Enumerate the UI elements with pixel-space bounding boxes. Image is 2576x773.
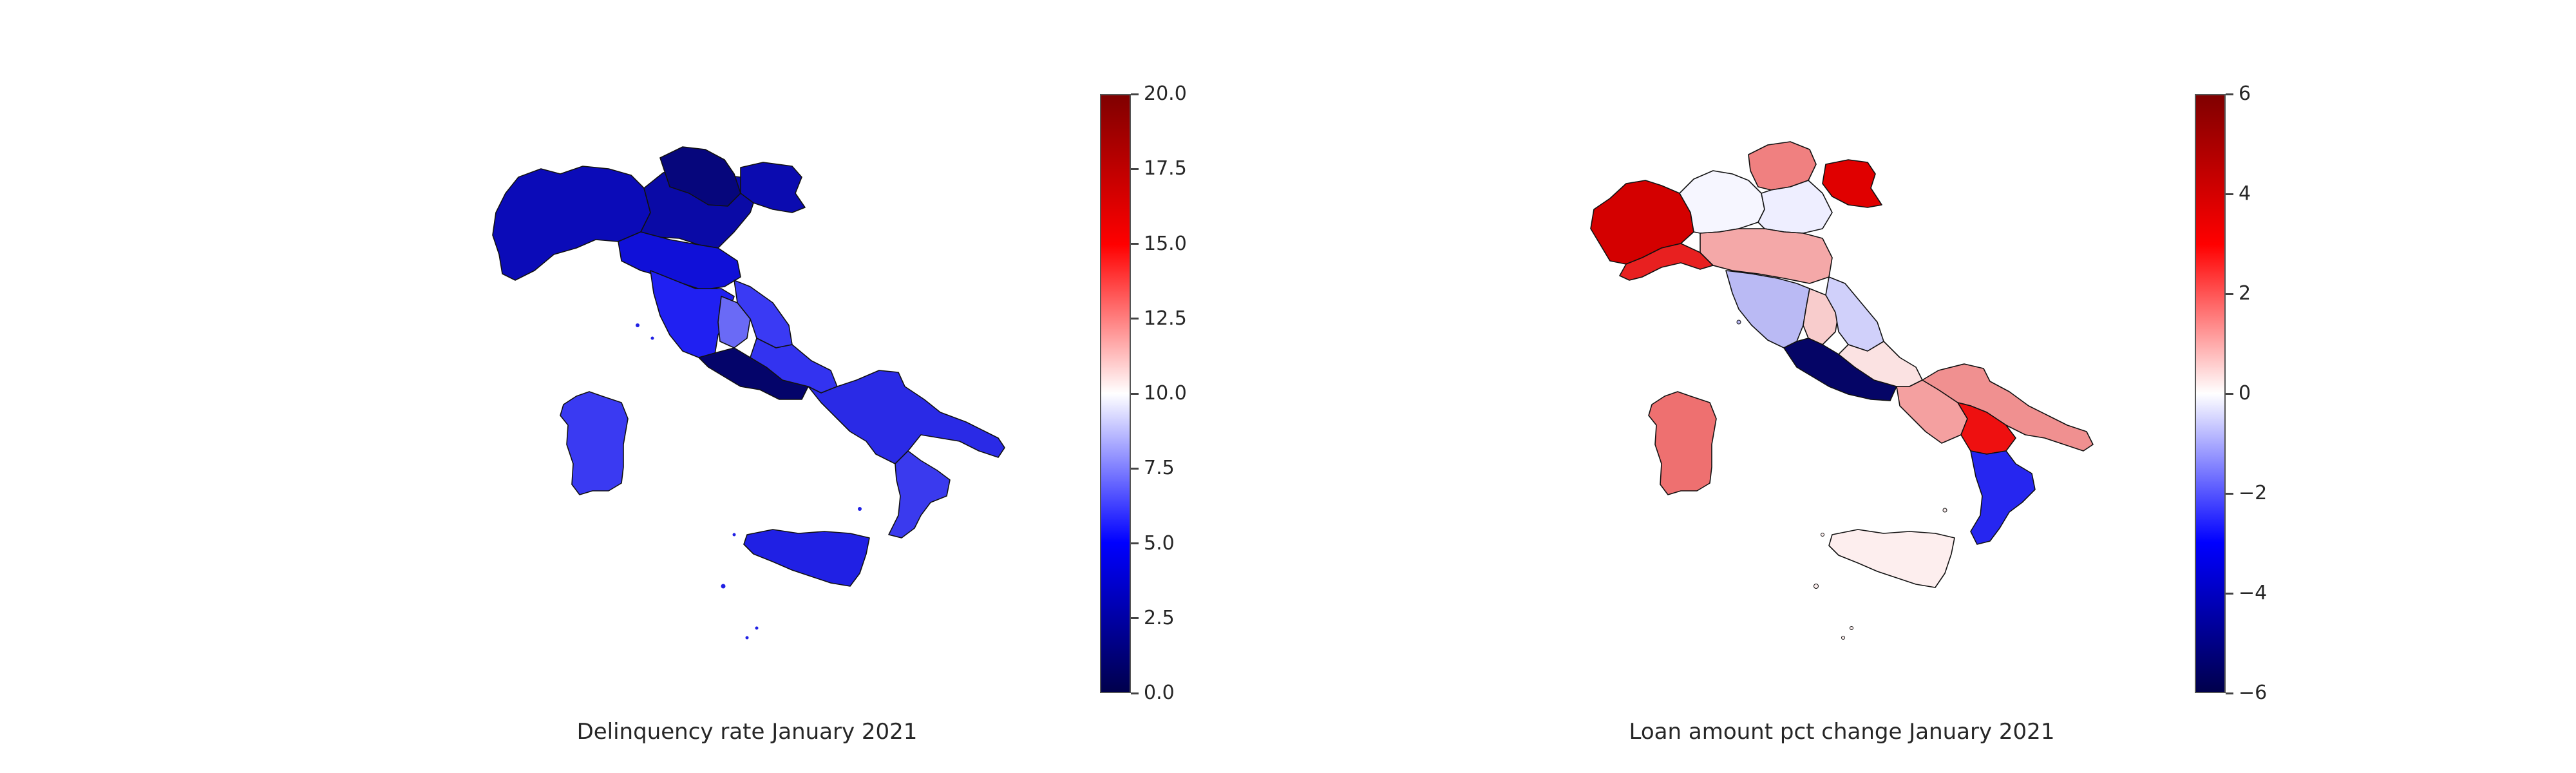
delinquency-colorbar-tick-label: 0.0 [1144, 682, 1175, 704]
island-dot [755, 626, 759, 630]
delinquency-colorbar-tick-label: 17.5 [1144, 157, 1187, 180]
island-dot [1841, 636, 1845, 640]
loan-change-colorbar-tick-label: 4 [2239, 182, 2251, 205]
region-south [808, 370, 1005, 464]
region-friuli [1822, 159, 1882, 208]
island-dot [745, 636, 749, 640]
loan-change-colorbar-tick-label: 0 [2239, 382, 2251, 405]
region-calabria [888, 450, 951, 539]
region-sardinia [560, 391, 629, 495]
region-liguria [1619, 243, 1714, 281]
delinquency-colorbar-tick-mark [1131, 392, 1139, 395]
delinquency-colorbar-tick-label: 15.0 [1144, 232, 1187, 255]
loan-change-colorbar [2195, 94, 2226, 693]
island-dot [1821, 533, 1824, 537]
loan-change-colorbar-tick-label: −4 [2239, 582, 2268, 604]
loan-change-colorbar-tick-label: −6 [2239, 682, 2268, 704]
loan-change-map-panel: −6 −4 −2 0 2 4 6 Loan amount pct change Januar… [1288, 0, 2576, 773]
delinquency-map-panel: 0.0 2.5 5.0 7.5 10.0 12.5 15.0 17.5 20.0 Delinqu… [492, 82, 1187, 745]
region-lazio [698, 347, 809, 400]
region-calabria [1970, 450, 2036, 545]
delinquency-colorbar-tick-mark [1131, 467, 1139, 470]
island-dot [732, 533, 736, 537]
delinquency-colorbar-tick-label: 5.0 [1144, 531, 1175, 555]
loan-change-colorbar-tick-mark [2226, 193, 2233, 195]
loan-change-colorbar-tick-mark [2226, 692, 2233, 694]
loan-change-colorbar-tick-label: 2 [2239, 282, 2251, 305]
delinquency-map [492, 146, 1005, 640]
delinquency-colorbar-tick-mark [1131, 692, 1139, 694]
region-emilia [618, 231, 741, 291]
island-dot [1736, 320, 1741, 325]
region-tuscany [650, 270, 735, 358]
delinquency-colorbar-tick-mark [1131, 542, 1139, 544]
delinquency-colorbar-tick-mark [1131, 93, 1139, 95]
loan-change-colorbar-tick-label: 6 [2239, 82, 2251, 105]
region-lombardy [1679, 170, 1765, 234]
delinquency-colorbar [1100, 94, 1131, 693]
delinquency-colorbar-tick-label: 10.0 [1144, 382, 1187, 405]
loan-change-colorbar-tick-mark [2226, 592, 2233, 595]
region-sicily [743, 529, 870, 587]
delinquency-colorbar-tick-label: 12.5 [1144, 307, 1187, 330]
delinquency-colorbar-tick-mark [1131, 167, 1139, 170]
loan-change-colorbar-tick-mark [2226, 392, 2233, 395]
region-sardinia [1648, 391, 1717, 495]
loan-change-colorbar-tick-mark [2226, 292, 2233, 295]
island-dot [1850, 626, 1853, 630]
delinquency-colorbar-tick-mark [1131, 617, 1139, 620]
loan-change-colorbar-tick-label: −2 [2239, 482, 2268, 504]
region-emilia [1700, 228, 1833, 284]
loan-change-map [1590, 141, 2094, 640]
delinquency-colorbar-tick-label: 7.5 [1144, 457, 1175, 480]
delinquency-colorbar-tick-label: 2.5 [1144, 606, 1175, 629]
delinquency-colorbar-tick-mark [1131, 243, 1139, 245]
island-dot [1942, 508, 1947, 513]
island-dot [721, 584, 726, 589]
region-veneto [1757, 180, 1833, 234]
island-dot [636, 323, 639, 327]
region-sicily [1828, 529, 1955, 588]
island-dot [858, 507, 862, 511]
delinquency-map-caption: Delinquency rate January 2021 [576, 719, 918, 745]
island-dot [1814, 584, 1819, 589]
loan-change-colorbar-tick-mark [2226, 492, 2233, 495]
loan-change-map-caption: Loan amount pct change January 2021 [1629, 719, 2055, 745]
region-tuscany [1725, 270, 1810, 348]
delinquency-colorbar-tick-label: 20.0 [1144, 82, 1187, 105]
loan-change-colorbar-tick-mark [2226, 93, 2233, 95]
island-dot [650, 336, 654, 340]
region-friuli [740, 162, 806, 213]
delinquency-colorbar-tick-mark [1131, 318, 1139, 320]
